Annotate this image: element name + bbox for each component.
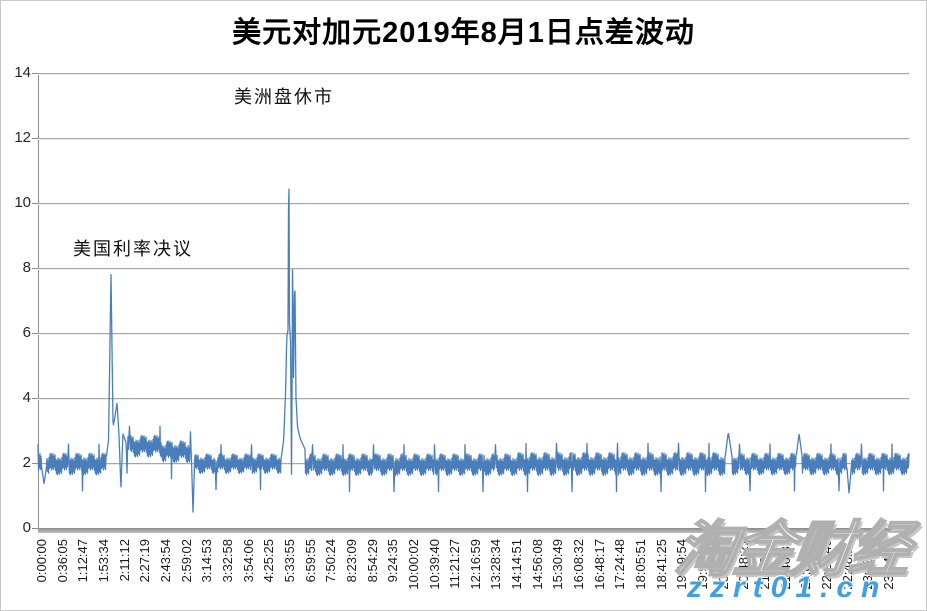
y-axis-tick-label: 8 bbox=[22, 259, 31, 276]
y-axis-tick bbox=[32, 138, 38, 139]
x-axis-tick-label: 3:54:06 bbox=[240, 539, 256, 583]
chart-title: 美元对加元2019年8月1日点差波动 bbox=[232, 17, 695, 49]
x-axis-tick-label: 2:11:12 bbox=[116, 539, 132, 582]
y-axis-tick-label: 12 bbox=[14, 129, 31, 146]
gridline bbox=[38, 333, 909, 334]
gridline bbox=[38, 268, 909, 269]
x-axis-tick-label: 18:05:51 bbox=[633, 539, 649, 590]
x-axis-tick-label: 14:56:08 bbox=[529, 539, 545, 590]
y-axis-tick-label: 4 bbox=[22, 389, 31, 406]
y-axis-tick bbox=[32, 398, 38, 399]
x-axis-tick-label: 4:25:25 bbox=[261, 539, 277, 583]
y-axis-tick-label: 10 bbox=[14, 194, 31, 211]
y-axis-tick bbox=[32, 528, 38, 529]
watermark-url-text: zzrt01.cn bbox=[687, 571, 888, 604]
x-axis-tick-label: 3:14:53 bbox=[199, 539, 215, 583]
x-axis-tick-label: 16:08:32 bbox=[571, 539, 587, 590]
gridline bbox=[38, 138, 909, 139]
y-axis-tick-label: 14 bbox=[14, 64, 31, 81]
y-axis-tick-label: 0 bbox=[22, 519, 31, 536]
annotation-americas-session-close: 美洲盘休市 bbox=[234, 87, 334, 107]
spread-series-polyline bbox=[37, 188, 910, 513]
x-axis-tick-label: 0:00:00 bbox=[34, 539, 49, 583]
x-axis-tick-label: 1:12:47 bbox=[75, 539, 91, 583]
x-axis-tick-label: 10:39:40 bbox=[426, 539, 442, 590]
y-axis-tick bbox=[32, 73, 38, 74]
x-axis-tick-label: 17:24:48 bbox=[612, 539, 628, 590]
x-axis-tick-label: 16:48:17 bbox=[591, 539, 607, 590]
y-axis-tick-label: 6 bbox=[22, 324, 31, 341]
gridline bbox=[38, 398, 909, 399]
x-axis-tick-label: 8:23:09 bbox=[343, 539, 359, 583]
x-axis-line bbox=[38, 528, 914, 533]
x-axis-tick-label: 8:54:29 bbox=[364, 539, 380, 583]
annotation-us-rate-decision: 美国利率决议 bbox=[73, 239, 193, 259]
x-axis-tick-label: 2:59:02 bbox=[178, 539, 194, 583]
y-axis-tick bbox=[32, 463, 38, 464]
x-axis-tick-label: 6:59:55 bbox=[302, 539, 318, 583]
x-axis-tick-label: 2:43:54 bbox=[157, 539, 173, 583]
x-axis-tick-label: 15:30:49 bbox=[550, 539, 566, 590]
y-axis-tick bbox=[32, 268, 38, 269]
x-axis-tick-label: 13:28:34 bbox=[488, 539, 504, 590]
gridline bbox=[38, 203, 909, 204]
x-axis-tick-label: 18:41:25 bbox=[653, 539, 669, 590]
y-axis-tick-label: 2 bbox=[22, 454, 31, 471]
x-axis-tick-label: 14:14:51 bbox=[509, 539, 525, 590]
x-axis-tick-label: 1:53:34 bbox=[95, 539, 111, 583]
x-axis-tick-label: 0:36:05 bbox=[54, 539, 70, 583]
x-axis-tick-label: 2:27:19 bbox=[137, 539, 153, 583]
x-axis-tick-label: 11:21:27 bbox=[447, 539, 463, 589]
x-axis-tick-label: 9:24:35 bbox=[385, 539, 401, 583]
x-axis-tick-label: 12:16:59 bbox=[467, 539, 483, 590]
x-axis-tick-label: 5:33:55 bbox=[281, 539, 297, 583]
y-axis-line bbox=[38, 73, 39, 528]
gridline bbox=[38, 73, 909, 74]
x-axis-tick-label: 7:50:24 bbox=[323, 539, 339, 583]
x-axis-tick-label: 3:32:58 bbox=[219, 539, 235, 583]
y-axis-tick bbox=[32, 203, 38, 204]
y-axis-tick bbox=[32, 333, 38, 334]
x-axis-tick-label: 10:00:02 bbox=[405, 539, 421, 590]
